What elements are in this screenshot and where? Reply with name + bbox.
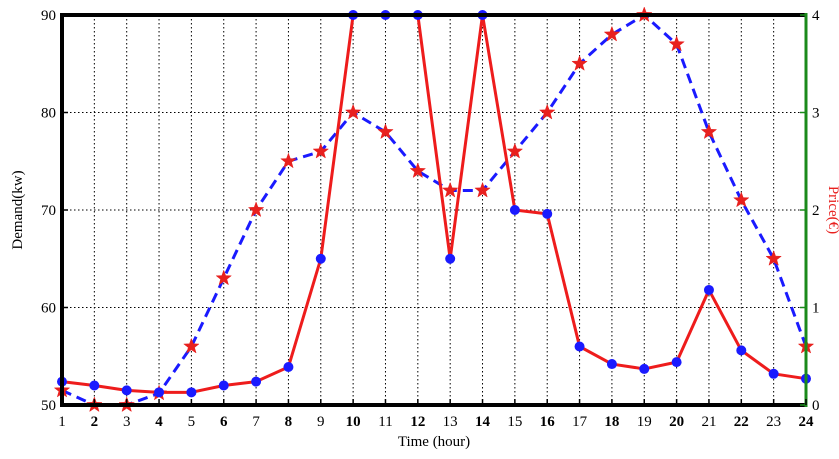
- demand-point: [668, 35, 685, 52]
- demand-point: [538, 103, 556, 120]
- price-point: [283, 361, 294, 372]
- right-y-tick-label: 2: [812, 203, 820, 219]
- x-tick-label: 20: [669, 414, 684, 430]
- x-tick-label: 2: [91, 414, 99, 430]
- demand-point: [506, 142, 524, 159]
- price-point: [671, 357, 682, 368]
- x-tick-label: 23: [766, 414, 781, 430]
- right-y-tick-label: 1: [812, 301, 820, 317]
- x-tick-label: 21: [701, 414, 716, 430]
- left-y-axis-label: Demand(kw): [10, 170, 26, 249]
- demand-series-line: [61, 13, 808, 407]
- right-y-tick-label: 3: [812, 106, 820, 122]
- demand-point: [377, 123, 394, 140]
- x-tick-label: 14: [475, 414, 491, 430]
- price-point: [445, 253, 456, 264]
- x-tick-label: 6: [220, 414, 228, 430]
- price-point: [251, 376, 262, 387]
- demand-point: [409, 162, 427, 179]
- right-y-tick-label: 0: [812, 398, 820, 414]
- price-point: [89, 380, 100, 391]
- x-tick-label: 19: [637, 414, 652, 430]
- x-tick-label: 18: [604, 414, 619, 430]
- price-point: [768, 368, 779, 379]
- x-tick-label: 9: [317, 414, 325, 430]
- price-point: [703, 284, 714, 295]
- x-tick-label: 15: [507, 414, 522, 430]
- x-tick-label: 13: [443, 414, 458, 430]
- x-tick-label: 12: [410, 414, 425, 430]
- left-y-tick-label: 50: [41, 398, 56, 414]
- series-layer: [53, 6, 815, 413]
- demand-point: [247, 201, 265, 218]
- x-tick-label: 4: [155, 414, 163, 430]
- right-y-tick-label: 4: [812, 8, 820, 24]
- demand-point: [765, 250, 782, 266]
- x-tick-label: 7: [252, 414, 260, 430]
- price-point: [606, 359, 617, 370]
- price-series-line: [61, 13, 807, 394]
- price-point: [736, 345, 747, 356]
- demand-point: [700, 123, 718, 140]
- demand-point: [215, 269, 233, 286]
- x-tick-label: 1: [58, 414, 66, 430]
- demand-point: [183, 337, 200, 354]
- x-tick-label: 10: [346, 414, 361, 430]
- demand-point: [441, 181, 459, 198]
- demand-point: [312, 142, 330, 159]
- x-tick-label: 5: [188, 414, 196, 430]
- plot-frame: [60, 13, 808, 407]
- tick-labels: 1 2 3 4 5 6 7 8 9 10 11 12 13 14 15 16 17 18 19 20 21 22 23 245…: [41, 8, 820, 430]
- left-y-tick-label: 90: [41, 8, 56, 24]
- x-axis-label: Time (hour): [398, 434, 470, 450]
- demand-point: [344, 103, 362, 120]
- x-tick-label: 24: [799, 414, 815, 430]
- price-point: [542, 208, 553, 219]
- left-y-tick-label: 80: [41, 106, 56, 122]
- price-point: [509, 205, 520, 215]
- x-tick-label: 3: [123, 414, 131, 430]
- grid-lines: [61, 14, 807, 406]
- left-y-tick-label: 60: [41, 301, 56, 317]
- left-y-tick-label: 70: [41, 203, 56, 219]
- demand-point: [474, 181, 491, 198]
- demand-point: [280, 152, 297, 169]
- x-tick-label: 8: [285, 414, 293, 430]
- right-y-axis-label: Price(€): [825, 186, 839, 234]
- price-point: [315, 253, 326, 264]
- price-point: [154, 387, 165, 398]
- price-point: [639, 363, 650, 374]
- price-point: [218, 380, 229, 391]
- price-point: [186, 387, 197, 398]
- demand-point: [571, 55, 588, 71]
- price-point: [574, 341, 585, 352]
- x-tick-label: 22: [734, 414, 749, 430]
- price-point: [121, 385, 132, 396]
- x-tick-label: 17: [572, 414, 588, 430]
- x-tick-label: 11: [378, 414, 392, 430]
- demand-point: [733, 191, 750, 208]
- demand-point: [603, 25, 621, 42]
- x-tick-label: 16: [540, 414, 556, 430]
